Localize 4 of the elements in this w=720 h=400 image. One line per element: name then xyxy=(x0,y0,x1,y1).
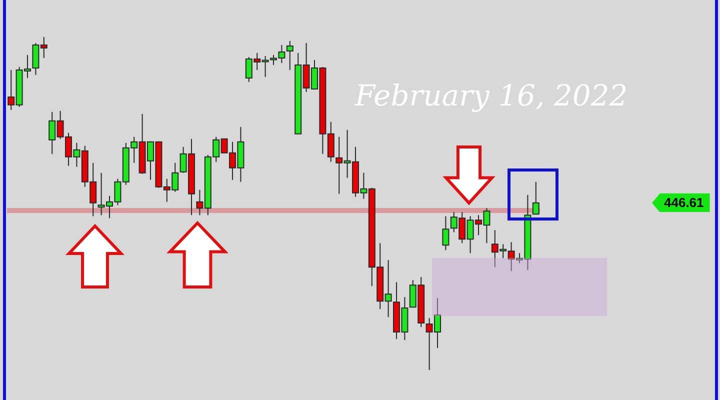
candlestick xyxy=(442,216,450,251)
text: 446.61 xyxy=(652,193,710,212)
candlestick xyxy=(532,181,540,215)
candlestick xyxy=(286,40,294,70)
